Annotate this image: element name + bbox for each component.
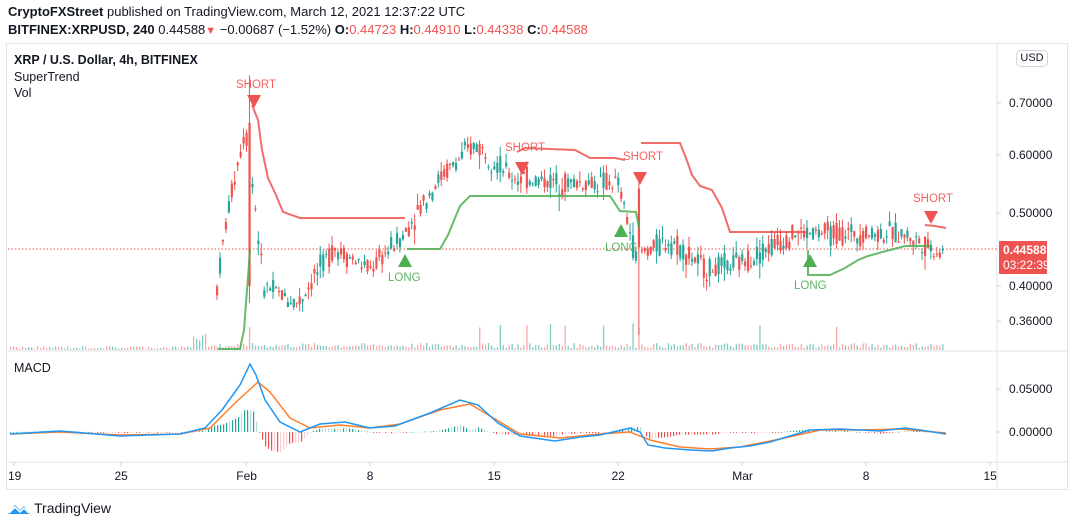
tradingview-logo[interactable]: TradingView bbox=[7, 500, 111, 516]
svg-text:0.00000: 0.00000 bbox=[1009, 425, 1053, 439]
svg-text:25: 25 bbox=[115, 469, 129, 483]
currency-button[interactable]: USD bbox=[1016, 50, 1048, 67]
publisher-name[interactable]: CryptoFXStreet bbox=[8, 4, 104, 19]
close-value: 0.44588 bbox=[540, 22, 588, 37]
svg-text:SHORT: SHORT bbox=[913, 193, 953, 205]
svg-text:Mar: Mar bbox=[732, 469, 753, 483]
svg-text:0.70000: 0.70000 bbox=[1009, 96, 1053, 110]
svg-text:0.50000: 0.50000 bbox=[1009, 206, 1053, 220]
svg-text:15: 15 bbox=[488, 469, 502, 483]
svg-text:LONG: LONG bbox=[605, 242, 638, 254]
svg-text:15: 15 bbox=[984, 469, 998, 483]
current-price-value: 0.44588 bbox=[1003, 243, 1047, 257]
legend-title[interactable]: XRP / U.S. Dollar, 4h, BITFINEX bbox=[14, 53, 198, 67]
tradingview-cloud-icon bbox=[8, 505, 30, 514]
macd-axis[interactable]: 0.05000 0.00000 bbox=[997, 382, 1053, 439]
last-price: 0.44588 bbox=[158, 22, 206, 37]
symbol: BITFINEX:XRPUSD, 240 bbox=[8, 22, 155, 37]
chart-frame bbox=[6, 43, 1068, 490]
open-label: O: bbox=[334, 22, 350, 37]
legend-volume[interactable]: Vol bbox=[14, 86, 32, 100]
macd-legend[interactable]: MACD bbox=[14, 361, 51, 375]
supertrend-lines bbox=[218, 104, 947, 350]
volume-bars bbox=[10, 323, 944, 350]
open-value: 0.44723 bbox=[349, 22, 397, 37]
svg-text:LONG: LONG bbox=[794, 280, 827, 292]
svg-text:0.05000: 0.05000 bbox=[1009, 382, 1053, 396]
symbol-line: BITFINEX:XRPUSD, 240 0.44588▼ −0.00687 (… bbox=[8, 22, 588, 37]
high-value: 0.44910 bbox=[413, 22, 461, 37]
svg-text:SHORT: SHORT bbox=[236, 79, 276, 91]
publisher-line: CryptoFXStreet published on TradingView.… bbox=[8, 4, 465, 19]
brand-name: TradingView bbox=[34, 500, 112, 516]
svg-text:19: 19 bbox=[8, 469, 22, 483]
down-arrow-icon: ▼ bbox=[205, 25, 217, 37]
macd-pane bbox=[9, 362, 947, 453]
legend-supertrend[interactable]: SuperTrend bbox=[14, 69, 80, 84]
svg-text:0.60000: 0.60000 bbox=[1009, 148, 1053, 162]
close-label: C: bbox=[527, 22, 541, 37]
svg-text:Feb: Feb bbox=[236, 469, 257, 483]
price-axis[interactable]: 0.70000 0.60000 0.50000 0.40000 0.36000 bbox=[997, 96, 1053, 328]
low-value: 0.44338 bbox=[476, 22, 524, 37]
bar-countdown: 03:22:39 bbox=[1003, 258, 1050, 272]
published-text: published on TradingView.com, March 12, … bbox=[106, 4, 466, 19]
svg-text:0.40000: 0.40000 bbox=[1009, 279, 1053, 293]
supertrend-signals: SHORT LONG SHORT LONG SHORT LONG SHORT bbox=[236, 79, 953, 292]
high-label: H: bbox=[399, 22, 414, 37]
svg-text:0.36000: 0.36000 bbox=[1009, 314, 1053, 328]
svg-text:SHORT: SHORT bbox=[505, 142, 545, 154]
time-axis[interactable]: 19 25 Feb 8 15 22 Mar 8 15 bbox=[8, 462, 997, 483]
candlesticks bbox=[216, 75, 944, 336]
svg-text:8: 8 bbox=[367, 469, 374, 483]
svg-text:SHORT: SHORT bbox=[623, 151, 663, 163]
low-label: L: bbox=[464, 22, 477, 37]
svg-text:LONG: LONG bbox=[388, 272, 421, 284]
current-price-tag: 0.44588 03:22:39 bbox=[999, 241, 1050, 274]
svg-text:8: 8 bbox=[863, 469, 870, 483]
svg-text:22: 22 bbox=[612, 469, 626, 483]
chart-legend: XRP / U.S. Dollar, 4h, BITFINEX SuperTre… bbox=[14, 52, 198, 102]
price-change: −0.00687 (−1.52%) bbox=[219, 22, 332, 37]
